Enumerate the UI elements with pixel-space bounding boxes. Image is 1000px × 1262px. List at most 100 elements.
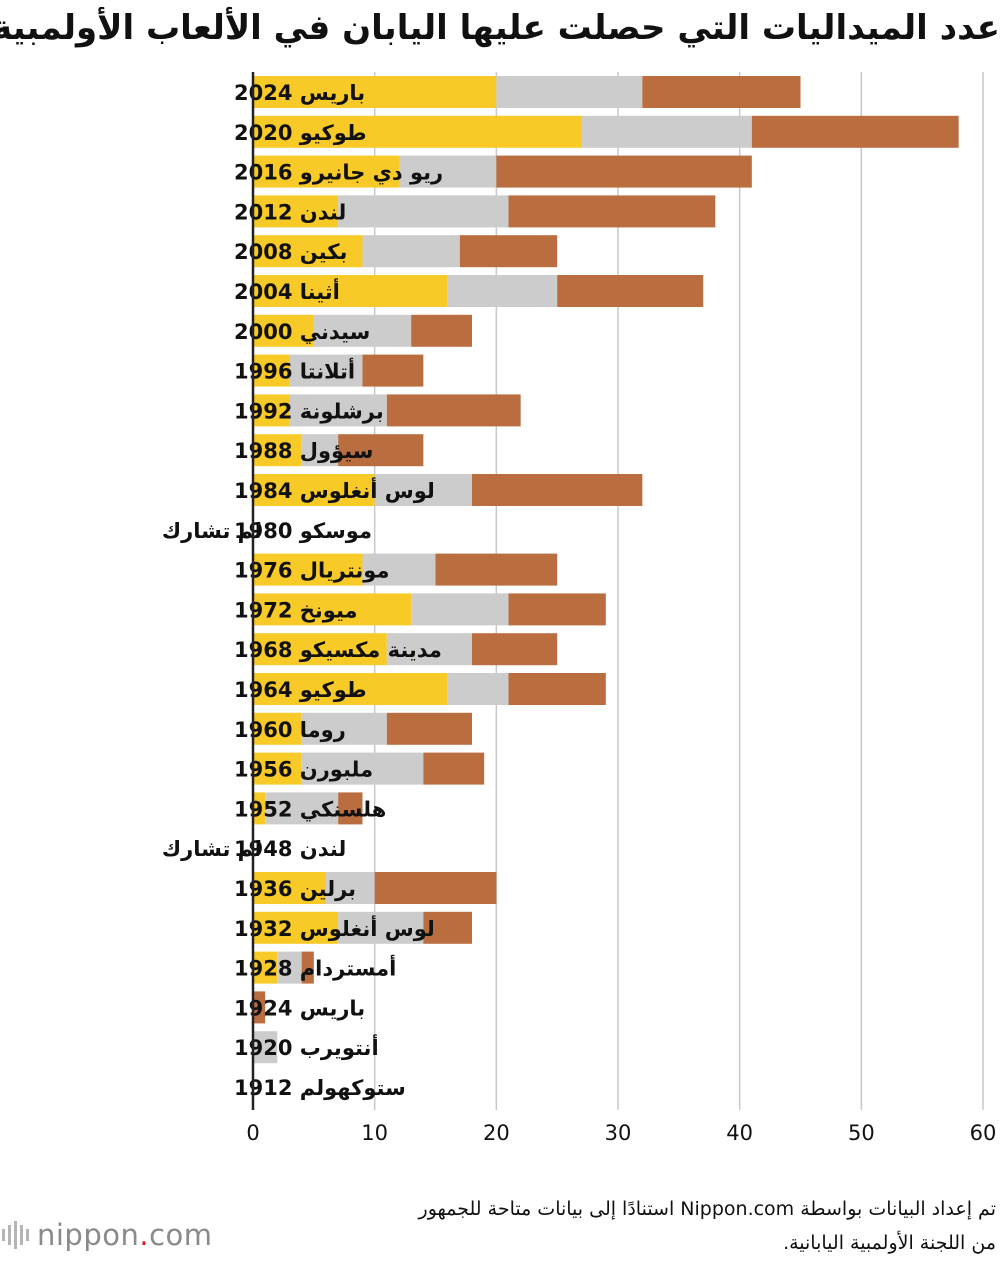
bar-silver (277, 951, 302, 984)
category-label: أنتويرب 1920 (234, 1033, 379, 1060)
category-label: سيؤول 1988 (234, 439, 373, 463)
bar-gold (253, 434, 302, 467)
category-label: ريو دي جانيرو 2016 (234, 161, 443, 186)
bar-bronze (338, 792, 363, 825)
bar-gold (253, 752, 302, 785)
bar-silver (289, 354, 363, 387)
bar-silver (313, 314, 412, 347)
bar-silver (447, 673, 509, 705)
bar-silver (386, 633, 472, 666)
bar-gold (253, 314, 314, 347)
bar-gold (253, 275, 448, 307)
bar-gold (253, 235, 363, 268)
logo-bars-icon (2, 1221, 29, 1249)
source-note: تم إعداد البيانات بواسطة Nippon.com استن… (418, 1192, 996, 1260)
bar-silver (338, 195, 509, 228)
x-tick-label: 30 (605, 1121, 632, 1145)
bar-bronze (435, 553, 558, 586)
category-label: سيدني 2000 (234, 320, 370, 344)
bar-bronze (338, 434, 424, 467)
category-label: لوس أنغلوس 1932 (234, 914, 435, 941)
bar-silver (301, 712, 387, 745)
logo-wordmark: nippon.com (37, 1218, 213, 1252)
x-tick-label: 10 (361, 1121, 388, 1145)
bar-silver (374, 474, 472, 506)
bar-bronze (642, 76, 801, 108)
bar-gold (253, 712, 302, 745)
bar-gold (253, 76, 497, 108)
category-label: طوكيو 1964 (234, 678, 367, 702)
x-tick-label: 50 (848, 1121, 875, 1145)
bar-gold (253, 354, 290, 387)
bar-bronze (472, 474, 643, 506)
bar-gold (253, 792, 266, 825)
category-label: طوكيو 2020 (234, 121, 367, 145)
category-label: مونتريال 1976 (234, 559, 389, 583)
bar-silver (253, 1031, 278, 1064)
bar-bronze (411, 314, 472, 347)
source-line-1: تم إعداد البيانات بواسطة Nippon.com استن… (418, 1198, 996, 1220)
medal-bar-chart: باريس 2024 طوكيو 2020 ريو دي جانيرو 2016 لن… (162, 72, 996, 1145)
bar-bronze (508, 593, 606, 626)
source-line-2: من اللجنة الأولمبية اليابانية. (783, 1232, 996, 1254)
bar-gold (253, 633, 387, 666)
category-label: ميونخ 1972 (234, 598, 358, 622)
bar-silver (301, 752, 424, 785)
bar-bronze (459, 235, 558, 268)
bar-silver (326, 872, 375, 904)
bar-bronze (508, 673, 606, 705)
chart-title: عدد الميداليات التي حصلت عليها اليابان ف… (0, 8, 1000, 48)
category-label: ستوكهولم 1912 (234, 1076, 406, 1100)
category-label: برلين 1936 (234, 877, 356, 901)
logo-suffix: com (149, 1218, 213, 1252)
bar-silver (411, 593, 509, 626)
bar-silver (265, 792, 339, 825)
bar-silver (496, 76, 643, 108)
category-label: باريس 2024 (234, 81, 365, 105)
bar-silver (362, 235, 460, 268)
category-label: موسكو 1980 (234, 519, 372, 543)
bar-silver (447, 275, 558, 307)
bar-gold (253, 155, 399, 188)
bar-bronze (472, 633, 558, 666)
bar-gold (253, 474, 375, 506)
nippon-logo: nippon.com (2, 1218, 213, 1252)
category-label: لوس أنغلوس 1984 (234, 476, 435, 503)
category-label: بكين 2008 (234, 240, 347, 264)
bar-gold (253, 553, 363, 586)
not-participated-label: لم تشارك (162, 837, 262, 861)
bar-gold (253, 593, 412, 626)
x-tick-label: 0 (246, 1121, 259, 1145)
x-tick-label: 20 (483, 1121, 510, 1145)
category-label: هلسنكي 1952 (234, 797, 386, 821)
logo-dot: . (139, 1218, 150, 1252)
bar-bronze (423, 752, 485, 785)
x-tick-label: 40 (726, 1121, 753, 1145)
bar-silver (362, 553, 436, 586)
bar-bronze (374, 872, 497, 904)
bar-bronze (423, 911, 472, 944)
bar-bronze (301, 951, 314, 984)
bar-silver (301, 434, 339, 467)
bar-silver (289, 394, 387, 427)
category-label: أثينا 2004 (234, 277, 340, 304)
category-label: مدينة مكسيكو 1968 (234, 638, 442, 662)
bar-bronze (496, 155, 752, 188)
category-label: باريس 1924 (234, 996, 365, 1020)
bar-silver (338, 911, 424, 944)
not-participated-label: لم تشارك (162, 519, 262, 543)
bar-gold (253, 911, 339, 944)
bar-gold (253, 951, 278, 984)
bar-gold (253, 115, 582, 148)
bar-gold (253, 872, 326, 904)
category-label: برشلونة 1992 (234, 399, 384, 423)
bar-silver (399, 155, 497, 188)
bar-gold (253, 673, 448, 705)
category-label: لندن 2012 (234, 200, 346, 224)
bar-silver (581, 115, 752, 148)
bar-gold (253, 394, 290, 427)
bar-bronze (362, 354, 424, 387)
category-label: ملبورن 1956 (234, 758, 373, 782)
bar-bronze (557, 275, 704, 307)
bar-bronze (751, 115, 959, 148)
